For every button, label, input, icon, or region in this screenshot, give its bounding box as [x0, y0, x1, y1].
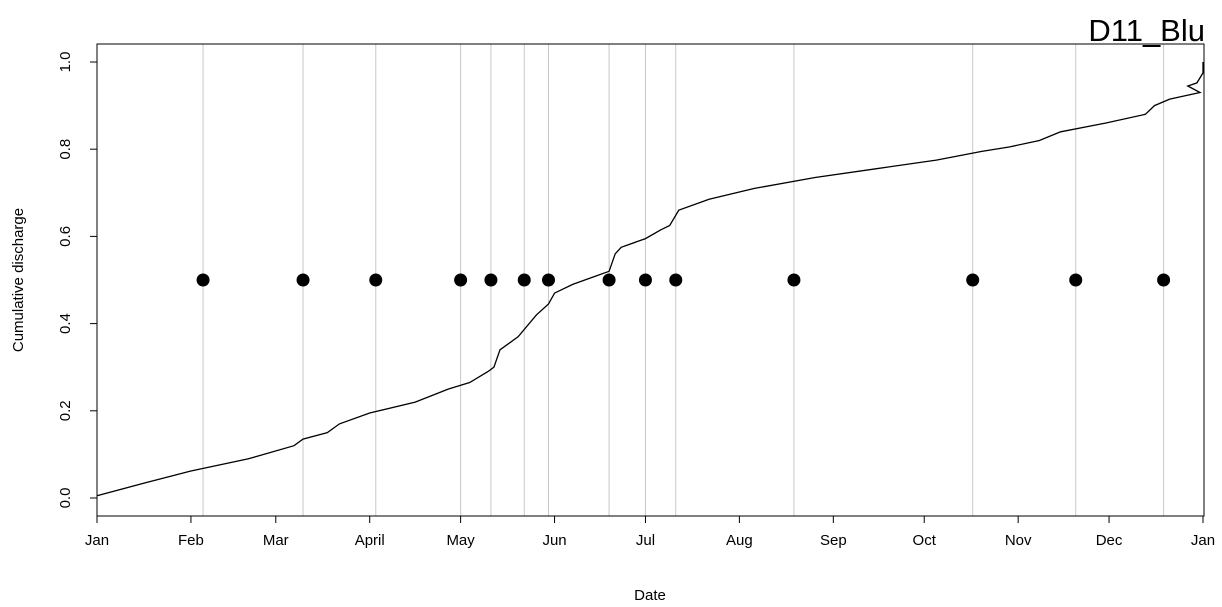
sampling-point: [484, 273, 498, 287]
sampling-point: [1157, 273, 1171, 287]
sampling-point: [369, 273, 383, 287]
plot-frame: [96, 43, 1205, 517]
x-tick-label: Sep: [820, 532, 847, 549]
y-tick-label: 0.2: [57, 400, 74, 421]
y-tick-label: 0.6: [57, 226, 74, 247]
x-tick-label: Feb: [178, 532, 204, 549]
sampling-points: [196, 273, 1171, 287]
x-tick-label: Jun: [542, 532, 566, 549]
x-tick-label: Aug: [726, 532, 753, 549]
sampling-point: [296, 273, 310, 287]
x-tick-label: April: [355, 532, 385, 549]
x-tick-label: Jan: [1191, 532, 1215, 549]
x-tick-label: Jul: [636, 532, 655, 549]
sampling-point: [966, 273, 980, 287]
sampling-point: [196, 273, 210, 287]
sampling-point: [602, 273, 616, 287]
x-tick-label: Oct: [913, 532, 937, 549]
sampling-point: [541, 273, 555, 287]
chart-title: D11_Blu: [1088, 13, 1205, 48]
sampling-date-gridlines: [202, 44, 1165, 516]
x-tick-label: Dec: [1096, 532, 1123, 549]
sampling-point: [517, 273, 531, 287]
x-tick-label: Nov: [1005, 532, 1032, 549]
sampling-point: [669, 273, 683, 287]
y-tick-label: 0.0: [57, 488, 74, 509]
cumulative-discharge-line: [96, 62, 1204, 497]
y-tick-label: 0.8: [57, 139, 74, 160]
sampling-point: [1069, 273, 1083, 287]
y-tick-label: 1.0: [57, 52, 74, 73]
sampling-point: [638, 273, 652, 287]
axes: Jan Feb Mar April May Jun Jul Aug Sep Oct Nov Dec Ja…: [57, 52, 1215, 549]
x-tick-label: Mar: [263, 532, 289, 549]
sampling-point: [787, 273, 801, 287]
x-axis-title: Date: [634, 587, 666, 604]
y-axis-title: Cumulative discharge: [10, 208, 27, 352]
sampling-point: [454, 273, 468, 287]
y-tick-label: 0.4: [57, 313, 74, 334]
x-tick-label: Jan: [85, 532, 109, 549]
x-tick-label: May: [446, 532, 475, 549]
